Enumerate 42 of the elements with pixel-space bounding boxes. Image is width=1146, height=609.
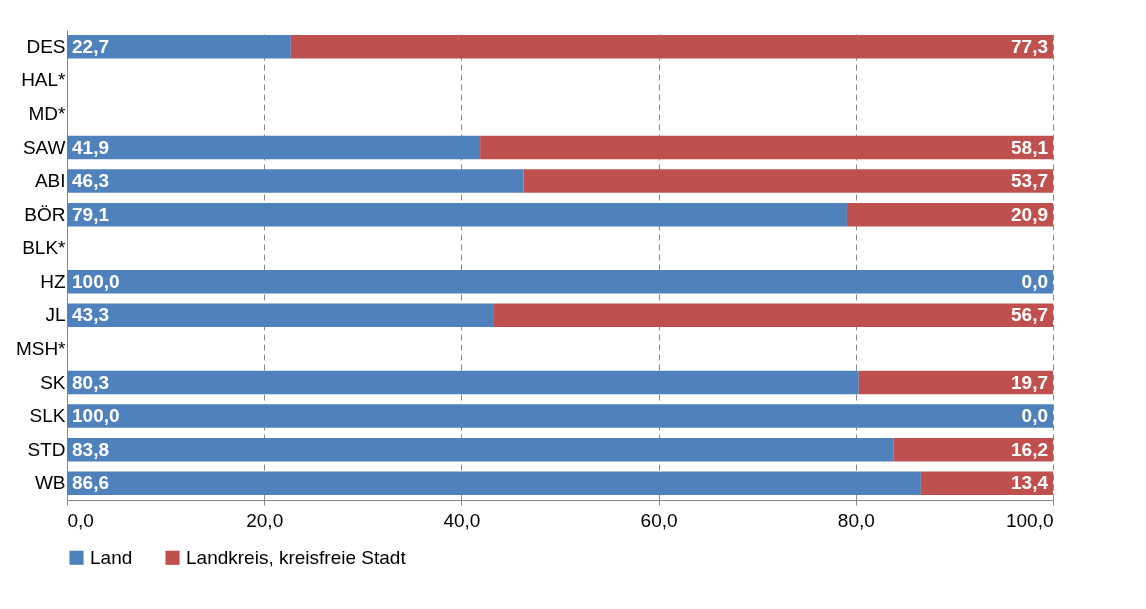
y-tick-label: BLK* [22,237,67,259]
data-label: 46,3 [72,170,109,192]
data-label: 53,7 [1011,170,1048,192]
y-tick-label: SK [40,371,66,393]
data-label: 80,3 [72,371,109,393]
y-tick-label: MD* [28,102,67,124]
data-label: 20,9 [1011,203,1048,225]
data-label: 0,0 [1021,405,1048,427]
data-label: 100,0 [72,270,120,292]
legend-label: Landkreis, kreisfreie Stadt [186,546,407,568]
data-label: 22,7 [72,35,109,57]
data-label: 86,6 [72,472,109,494]
y-tick-label: ABI [34,170,66,192]
data-label: 41,9 [72,136,109,158]
data-label: 83,8 [72,438,109,460]
x-tick-label: 20,0 [246,509,284,531]
x-tick-label: 40,0 [443,509,481,531]
data-label: 58,1 [1011,136,1049,158]
data-label: 13,4 [1011,472,1049,494]
data-label: 16,2 [1011,438,1048,460]
y-tick-label: HZ [40,270,66,292]
y-tick-label: JL [45,304,66,326]
y-tick-label: BÖR [24,203,66,225]
data-label: 19,7 [1011,371,1048,393]
y-tick-label: DES [26,35,66,57]
x-tick-label: 80,0 [837,509,875,531]
y-tick-label: STD [27,438,66,460]
y-tick-label: WB [34,472,66,494]
data-label: 43,3 [72,304,109,326]
x-tick-label: 60,0 [640,509,678,531]
data-label: 79,1 [72,203,110,225]
y-tick-label: SAW [22,136,66,158]
data-label: 0,0 [1021,270,1048,292]
data-label: 100,0 [72,405,120,427]
x-tick-label: 100,0 [1005,509,1054,531]
y-tick-label: HAL* [21,69,67,91]
data-label: 56,7 [1011,304,1048,326]
y-tick-label: SLK [29,405,66,427]
x-tick-label: 0,0 [67,509,94,531]
y-tick-label: MSH* [15,337,67,359]
data-label: 77,3 [1011,35,1048,57]
legend-label: Land [90,546,133,568]
